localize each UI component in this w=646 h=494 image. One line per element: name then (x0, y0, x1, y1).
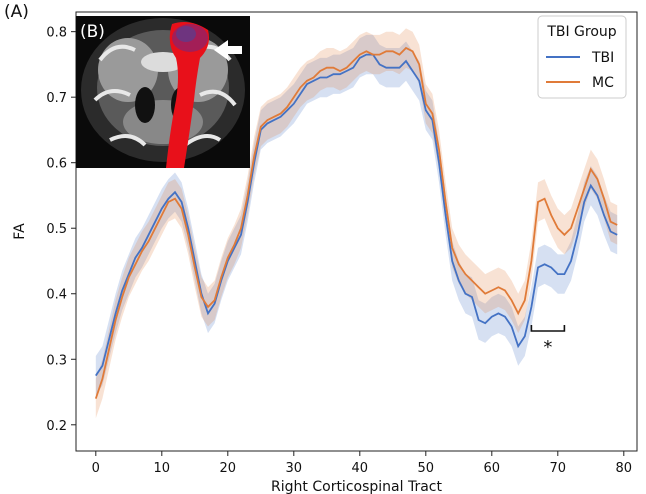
y-axis-ticks: 0.2 0.3 0.4 0.5 0.6 0.7 0.8 (46, 26, 76, 434)
y-tick-label: 0.2 (46, 419, 67, 434)
x-tick-label: 80 (616, 461, 633, 476)
legend-label-tbi: TBI (591, 50, 614, 66)
plot-frame (75, 11, 638, 452)
x-axis-ticks: 0 10 20 30 40 50 60 70 80 (92, 451, 632, 476)
legend: TBI Group TBI MC (537, 15, 627, 99)
x-tick-label: 10 (154, 461, 171, 476)
inset-label: (B) (80, 22, 105, 42)
y-tick-label: 0.4 (46, 288, 67, 303)
significance-star: * (543, 337, 552, 358)
y-tick-label: 0.8 (46, 26, 67, 41)
band-tbi (95, 34, 618, 396)
x-tick-label: 0 (92, 461, 100, 476)
x-tick-label: 70 (550, 461, 567, 476)
y-tick-label: 0.3 (46, 353, 67, 368)
significance-bracket (530, 325, 566, 332)
x-axis-label: Right Corticospinal Tract (271, 479, 442, 494)
white-arrow-left-icon (214, 40, 242, 60)
y-tick-label: 0.5 (46, 222, 67, 237)
confidence-bands (95, 28, 618, 419)
y-axis-label: FA (12, 223, 28, 240)
corticospinal-tract-overlay (166, 22, 209, 168)
panel-label: (A) (4, 2, 29, 22)
legend-label-mc: MC (592, 75, 614, 91)
significance-annotation: * (530, 325, 566, 358)
inset-brain-image: (B) (76, 16, 250, 168)
y-tick-label: 0.7 (46, 91, 67, 106)
x-tick-label: 30 (286, 461, 303, 476)
x-tick-label: 60 (484, 461, 501, 476)
y-tick-label: 0.6 (46, 157, 67, 172)
x-tick-label: 20 (220, 461, 237, 476)
x-tick-label: 50 (418, 461, 435, 476)
x-tick-label: 40 (352, 461, 369, 476)
legend-title: TBI Group (546, 24, 616, 40)
series-lines (94, 46, 618, 399)
line-mc (94, 46, 618, 399)
line-tbi (95, 53, 618, 377)
